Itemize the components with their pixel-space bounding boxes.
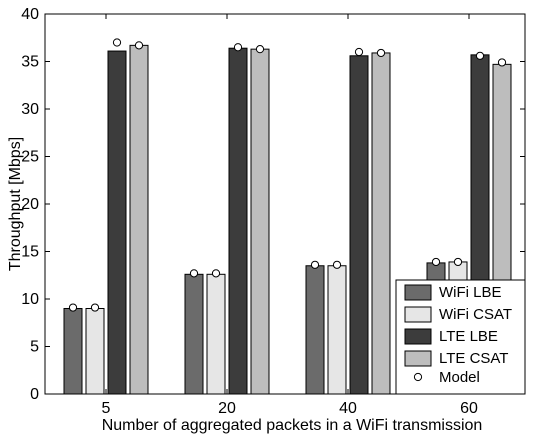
bar-wifi-lbe — [305, 265, 325, 395]
model-marker — [68, 303, 78, 312]
y-tick-label: 20 — [21, 196, 39, 213]
y-axis-label: Throughput [Mbps] — [7, 137, 24, 271]
x-tick-label: 5 — [102, 400, 111, 417]
bar-lte-csat — [250, 48, 270, 395]
x-tick-label: 40 — [339, 400, 357, 417]
y-tick-label: 35 — [21, 54, 39, 71]
model-marker — [497, 58, 507, 67]
y-tick-label: 30 — [21, 101, 39, 118]
model-marker — [233, 43, 243, 52]
model-marker — [431, 257, 441, 267]
model-marker — [332, 260, 342, 269]
y-tick-label: 15 — [21, 244, 39, 261]
legend-swatch — [404, 306, 432, 323]
y-tick-label: 0 — [30, 386, 39, 403]
bars-layer — [63, 44, 512, 395]
legend-label: LTE CSAT — [439, 350, 508, 367]
legend-swatch — [404, 328, 432, 345]
bar-wifi-lbe — [63, 308, 83, 395]
model-marker — [112, 38, 122, 47]
bar-lte-csat — [129, 44, 149, 395]
legend: WiFi LBE WiFi CSAT LTE LBE LTE CSAT Model — [395, 279, 526, 395]
model-marker — [255, 45, 265, 54]
legend-model-marker — [413, 372, 423, 382]
bar-wifi-lbe — [184, 273, 204, 395]
x-axis-label: Number of aggregated packets in a WiFi t… — [102, 417, 483, 434]
model-marker — [134, 41, 144, 50]
bar-lte-csat — [371, 52, 391, 395]
x-tick-label: 60 — [460, 400, 478, 417]
model-marker — [354, 47, 364, 57]
y-tick-label: 5 — [30, 339, 39, 356]
model-marker — [376, 48, 386, 58]
bar-wifi-csat — [206, 273, 226, 395]
bar-lte-lbe — [228, 47, 248, 395]
model-marker — [189, 269, 199, 278]
legend-label: WiFi CSAT — [439, 306, 512, 323]
bar-lte-lbe — [107, 50, 127, 395]
bar-wifi-csat — [85, 308, 105, 395]
legend-swatch — [404, 284, 432, 301]
model-marker — [310, 260, 320, 269]
legend-label: Model — [439, 369, 480, 386]
model-marker — [90, 303, 100, 312]
y-axis: 0 5 10 15 20 25 30 35 40 — [21, 6, 525, 403]
model-marker — [211, 269, 221, 278]
x-tick-label: 20 — [218, 400, 236, 417]
model-marker — [475, 51, 485, 60]
legend-label: WiFi LBE — [439, 284, 502, 301]
legend-swatch — [404, 350, 432, 367]
model-markers-layer — [68, 38, 507, 312]
y-tick-label: 40 — [21, 6, 39, 23]
model-marker — [453, 257, 463, 267]
y-tick-label: 10 — [21, 291, 39, 308]
y-tick-label: 25 — [21, 149, 39, 166]
bar-wifi-csat — [327, 265, 347, 395]
bar-lte-lbe — [349, 55, 369, 395]
legend-label: LTE LBE — [439, 328, 498, 345]
